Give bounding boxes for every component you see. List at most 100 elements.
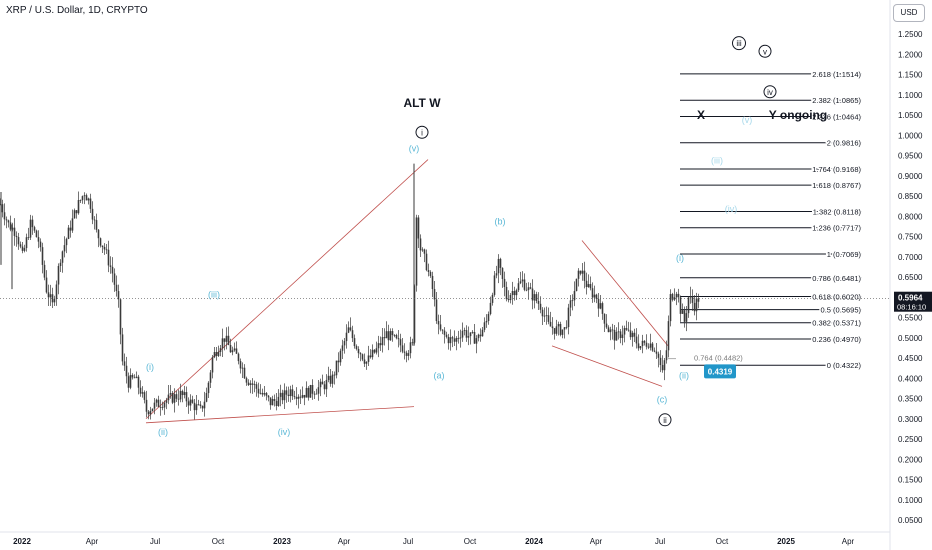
candle-body (663, 360, 666, 371)
price-tick-label: 1.1000 (898, 91, 923, 100)
candle-body (669, 294, 672, 322)
candle-body (127, 376, 130, 388)
candle-body (347, 327, 350, 333)
candle-body (689, 296, 692, 298)
candle-body (63, 245, 66, 252)
time-tick-label: Oct (212, 537, 225, 546)
candle-body (379, 343, 382, 346)
candle-body (73, 210, 76, 219)
candle-body (295, 396, 298, 399)
candle-body (107, 249, 110, 266)
price-tick-label: 0.0500 (898, 516, 923, 525)
candle-body (189, 399, 192, 406)
candle-body (85, 195, 88, 201)
fib-level-label: 0.236 (0.4970) (812, 335, 861, 344)
candle-body (267, 395, 270, 398)
candle-body (617, 331, 620, 333)
price-axis[interactable]: 0.0500 0.1000 0.1500 0.2000 0.2500 0.3000 0.35… (898, 30, 923, 525)
candle-body (211, 357, 214, 373)
candle-body (659, 357, 662, 366)
candle-body (71, 218, 74, 231)
candle-body (551, 326, 554, 329)
price-tick-label: 1.2000 (898, 50, 923, 59)
countdown-label: 08:16:10 (897, 303, 926, 312)
price-tick-label: 0.8500 (898, 192, 923, 201)
candle-body (533, 294, 536, 301)
price-tick-label: 0.3000 (898, 415, 923, 424)
candle-body (367, 355, 370, 362)
candle-body (337, 360, 340, 363)
candle-body (433, 289, 436, 300)
price-tick-label: 0.5500 (898, 314, 923, 323)
candle-body (69, 227, 72, 231)
candle-body (199, 404, 202, 406)
wave-circle-marker (415, 125, 429, 139)
trend-line (551, 345, 663, 387)
candle-body (27, 237, 30, 239)
candle-body (625, 328, 628, 330)
candle-body (417, 217, 420, 239)
candle-body (183, 392, 186, 396)
candle-body (325, 379, 328, 390)
candle-body (595, 294, 598, 299)
candle-body (575, 278, 578, 292)
candle-body (169, 393, 172, 395)
wave-label: (iv) (725, 204, 738, 214)
candle-body (665, 350, 668, 361)
candle-body (223, 338, 226, 342)
candle-body (271, 399, 274, 406)
candle-body (147, 411, 150, 415)
candle-body (289, 389, 292, 397)
candle-body (389, 331, 392, 341)
candle-body (349, 327, 352, 331)
candle-body (377, 343, 380, 349)
candle-body (277, 396, 280, 406)
time-tick-label: 2023 (273, 537, 291, 546)
candle-body (553, 328, 556, 334)
candle-body (109, 265, 112, 267)
candle-body (275, 400, 278, 406)
candle-body (571, 300, 574, 302)
currency-button[interactable]: USD (893, 4, 925, 22)
candle-body (537, 300, 540, 304)
candle-body (173, 394, 176, 403)
candle-body (77, 200, 80, 214)
candle-body (639, 346, 642, 349)
wave-labels: ALT Wi(v)(iii)(i)(ii) (iv)(a)(b)(c)ii(i)(… (146, 36, 827, 437)
candle-body (619, 331, 622, 339)
candle-body (695, 298, 698, 312)
candle-body (215, 351, 218, 356)
candle-body (527, 287, 530, 291)
candle-body (161, 407, 164, 408)
wave-label: (b) (495, 216, 506, 226)
candle-body (235, 348, 238, 354)
candle-body (685, 313, 688, 322)
time-axis[interactable]: 2022 Apr Jul Oct 2023 Apr Jul Oct 2024 Apr Jul Oct 2… (13, 537, 854, 546)
candle-body (281, 392, 284, 401)
candle-body (137, 376, 140, 388)
candle-body (687, 297, 690, 314)
wave-label: iv (767, 88, 773, 97)
candle-series (0, 163, 700, 420)
candle-body (279, 392, 282, 397)
candle-body (463, 330, 466, 331)
last-price-tag (894, 291, 932, 312)
candle-body (95, 220, 98, 230)
candle-body (45, 277, 48, 293)
wave-circle-marker (732, 36, 746, 51)
price-tick-label: 0.2500 (898, 435, 923, 444)
wave-circle-marker (658, 413, 672, 427)
candle-body (53, 298, 56, 303)
time-tick-label: Oct (464, 537, 477, 546)
candle-body (485, 321, 488, 323)
candle-body (251, 383, 254, 385)
candle-body (299, 396, 302, 398)
candle-body (165, 400, 168, 403)
candle-body (643, 340, 646, 343)
candle-body (323, 384, 326, 390)
candle-body (497, 258, 500, 274)
candle-body (445, 334, 448, 337)
candle-body (249, 383, 252, 385)
candle-body (501, 267, 504, 279)
